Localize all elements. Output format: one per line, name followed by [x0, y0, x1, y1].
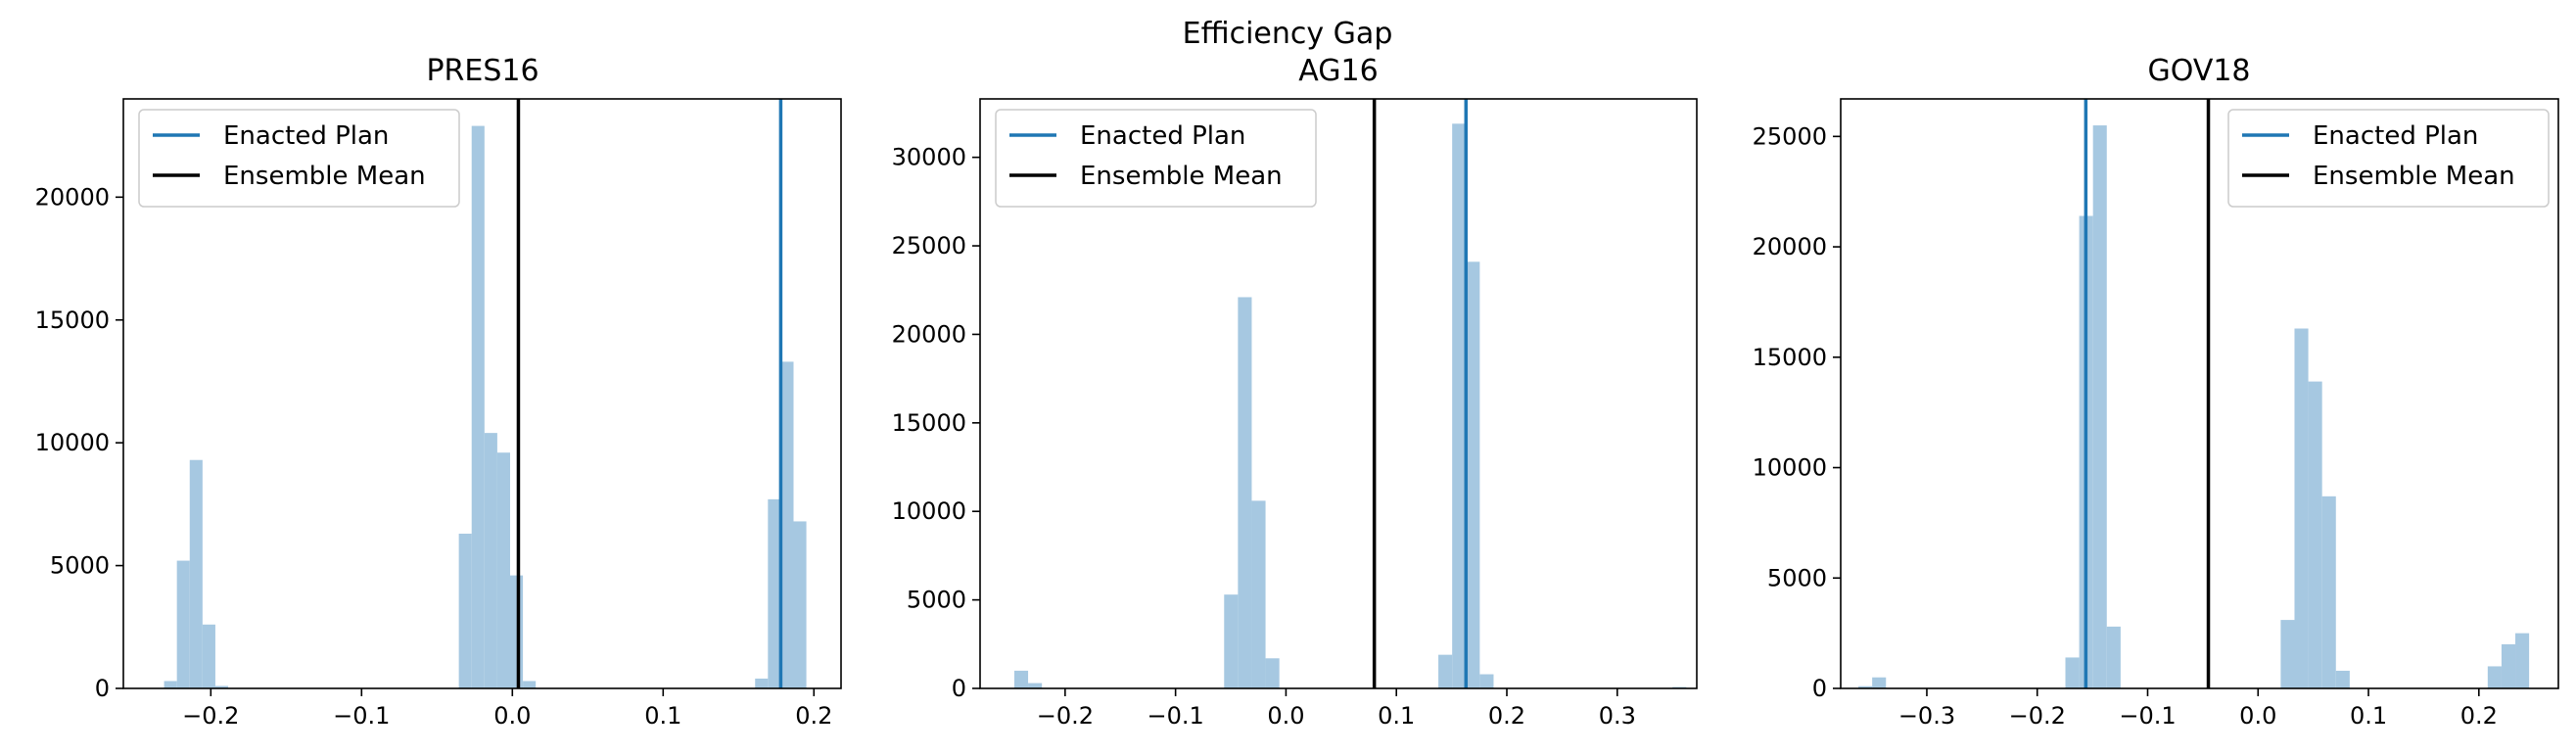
histogram-bar — [1224, 594, 1239, 688]
y-tick-label: 10000 — [892, 497, 966, 525]
histogram-bar — [2106, 626, 2121, 688]
x-tick-label: −0.1 — [1147, 702, 1203, 730]
figure-suptitle: Efficiency Gap — [1183, 17, 1393, 51]
axes-frame — [122, 98, 842, 689]
histogram-bar — [2321, 495, 2336, 688]
x-tick-label: −0.2 — [1037, 702, 1094, 730]
histogram-bar — [496, 452, 510, 688]
y-tick-label: 5000 — [50, 552, 110, 580]
y-tick-label: 5000 — [1767, 564, 1827, 591]
legend-box — [995, 109, 1317, 208]
legend-ensemble-mean-label: Ensemble Mean — [2313, 162, 2515, 191]
histogram-bar — [202, 624, 215, 688]
histogram-bar — [1872, 677, 1887, 688]
histogram-bar — [214, 685, 229, 688]
y-tick-label: 25000 — [1753, 122, 1827, 150]
legend: Enacted Plan Ensemble Mean — [2227, 109, 2550, 208]
y-tick-label: 25000 — [892, 232, 966, 260]
histogram-bar — [1438, 654, 1453, 688]
x-tick-label: 0.1 — [1378, 702, 1415, 730]
x-tick-label: −0.1 — [2119, 702, 2176, 730]
y-tick-label: 10000 — [1753, 454, 1827, 482]
histogram-bar — [2092, 125, 2107, 688]
legend-enacted-plan-label: Enacted Plan — [223, 121, 389, 151]
x-tick-label: 0.1 — [2350, 702, 2387, 730]
x-tick-label: 0.0 — [2239, 702, 2276, 730]
legend-box — [138, 109, 460, 208]
x-tick-label: 0.1 — [644, 702, 681, 730]
histogram-bar — [1251, 500, 1266, 688]
y-tick-label: 15000 — [892, 409, 966, 437]
x-tick-label: 0.2 — [2460, 702, 2498, 730]
legend: Enacted Plan Ensemble Mean — [995, 109, 1317, 208]
histogram-bar — [164, 681, 177, 688]
histogram-bar — [2335, 670, 2350, 688]
histogram-bar — [2487, 666, 2502, 688]
histogram-bar — [1452, 123, 1467, 688]
histogram-bar — [1479, 674, 1494, 688]
axes-frame — [1840, 98, 2559, 689]
x-tick-label: −0.2 — [2009, 702, 2066, 730]
panel-gov18: GOV18 −0.3 −0.2 −0.1 0.0 0.1 0.2 0 5000 10000 150… — [1753, 54, 2559, 730]
legend-ensemble-mean-label: Ensemble Mean — [223, 162, 426, 191]
histogram-bar — [793, 521, 807, 688]
histogram-bar — [523, 681, 537, 688]
histogram-bar — [2501, 643, 2516, 688]
histogram-bar — [458, 533, 472, 688]
histogram-bar — [484, 433, 497, 688]
histogram-bar — [1028, 683, 1043, 688]
y-tick-label: 20000 — [892, 320, 966, 348]
x-tick-label: −0.3 — [1898, 702, 1955, 730]
y-tick-label: 10000 — [35, 429, 110, 456]
panel-title-ag16: AG16 — [1298, 54, 1378, 88]
histogram-bar — [1013, 670, 1029, 688]
x-tick-label: −0.1 — [333, 702, 390, 730]
panel-pres16: PRES16 −0.2 −0.1 0.0 0.1 0.2 0 5000 10000 15000 2… — [35, 54, 842, 730]
y-tick-label: 20000 — [1753, 233, 1827, 260]
histogram-bar — [780, 361, 794, 688]
y-tick-label: 20000 — [35, 183, 110, 211]
y-tick-label: 0 — [95, 675, 110, 702]
histogram-bar — [2280, 620, 2295, 688]
y-tick-label: 30000 — [892, 144, 966, 171]
histogram-bar — [471, 125, 485, 689]
legend-ensemble-mean-label: Ensemble Mean — [1080, 162, 1283, 191]
x-tick-label: 0.2 — [795, 702, 832, 730]
histogram-bar — [755, 678, 769, 688]
histogram-bar — [1238, 297, 1252, 688]
x-tick-label: 0.0 — [493, 702, 531, 730]
x-tick-label: −0.2 — [182, 702, 239, 730]
histogram-bar — [2308, 381, 2322, 688]
histogram-bar — [1265, 658, 1280, 688]
y-tick-label: 15000 — [35, 307, 110, 334]
legend-enacted-plan-label: Enacted Plan — [1080, 121, 1245, 151]
histogram-bar — [509, 575, 524, 688]
histogram-bar — [176, 560, 190, 688]
axes-frame — [979, 98, 1698, 689]
histogram-bar — [2515, 633, 2530, 688]
x-tick-label: 0.2 — [1488, 702, 1525, 730]
histogram-bar — [1466, 261, 1480, 688]
panel-title-gov18: GOV18 — [2147, 54, 2250, 88]
x-tick-label: 0.0 — [1267, 702, 1304, 730]
histogram-bar — [2065, 657, 2080, 688]
histogram-bar — [2294, 328, 2309, 688]
histogram-bar — [768, 498, 781, 688]
histogram-bar — [189, 459, 203, 688]
y-tick-label: 0 — [1812, 675, 1827, 702]
panel-title-pres16: PRES16 — [426, 54, 539, 88]
panel-ag16: AG16 −0.2 −0.1 0.0 0.1 0.2 0.3 0 5000 10000 15000… — [892, 54, 1698, 730]
x-tick-label: 0.3 — [1599, 702, 1636, 730]
legend: Enacted Plan Ensemble Mean — [138, 109, 460, 208]
legend-enacted-plan-label: Enacted Plan — [2313, 121, 2478, 151]
legend-box — [2227, 109, 2550, 208]
y-tick-label: 5000 — [907, 587, 966, 614]
y-tick-label: 15000 — [1753, 344, 1827, 371]
histogram-bar — [1858, 685, 1873, 688]
y-tick-label: 0 — [952, 675, 966, 702]
